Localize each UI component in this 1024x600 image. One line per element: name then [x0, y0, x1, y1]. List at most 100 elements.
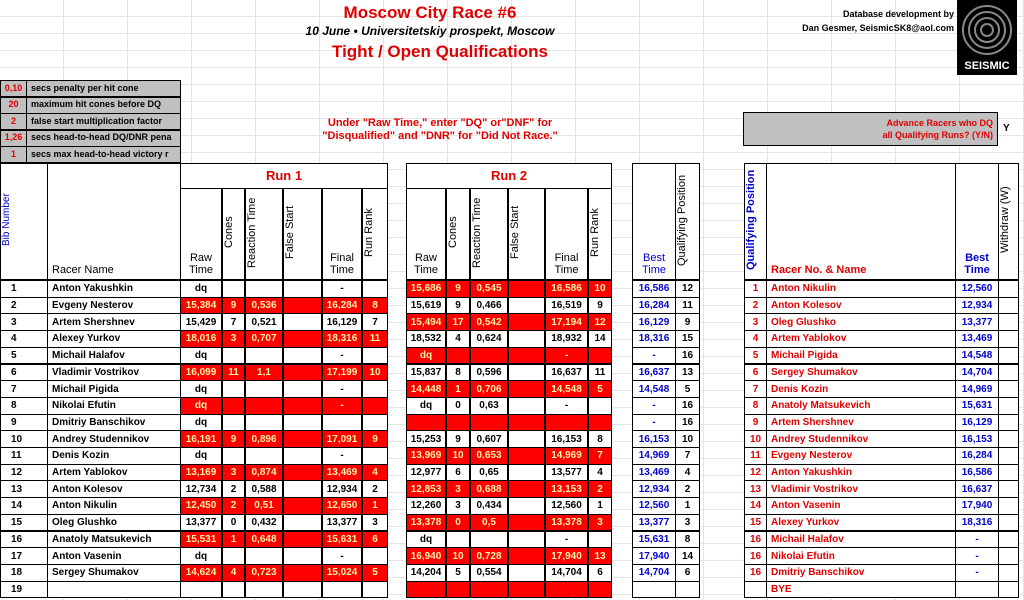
run-cell [470, 346, 508, 365]
run-cell: dq [180, 547, 222, 565]
run-cell: 0,706 [470, 380, 508, 398]
run-cell [588, 396, 612, 415]
run-cell: 6 [588, 563, 612, 582]
qualifying-position: 5 [744, 346, 767, 365]
qualified-racer: Artem Yablokov [766, 330, 956, 348]
run-cell [545, 413, 588, 432]
run-cell: 5 [588, 380, 612, 398]
run-cell [222, 447, 245, 465]
run-cell [222, 547, 245, 565]
run-cell [362, 447, 388, 465]
run-cell: 9 [446, 280, 470, 298]
run-cell [446, 413, 470, 432]
run-cell: 14,624 [180, 563, 222, 582]
run-cell [508, 497, 545, 515]
qualifying-position: 16 [675, 413, 700, 432]
qualifying-position: 16 [744, 547, 767, 565]
run-cell [508, 463, 545, 482]
run-cell: 0,648 [245, 530, 283, 549]
withdraw [998, 563, 1019, 582]
withdraw [998, 363, 1019, 382]
run-cell [508, 547, 545, 565]
best-time: - [632, 346, 676, 365]
run-cell: 12,977 [406, 463, 446, 482]
advance-value: Y [1003, 123, 1010, 134]
run-cell: 15,429 [180, 313, 222, 332]
run-cell: 14,704 [545, 563, 588, 582]
run-cell: 0,432 [245, 513, 283, 532]
qualifying-position: 15 [744, 513, 767, 532]
run-cell [508, 380, 545, 398]
withdraw [998, 280, 1019, 298]
run-cell: 8 [446, 363, 470, 382]
withdraw-header: Withdraw (W) [998, 163, 1019, 280]
qualifying-position: 2 [744, 296, 767, 315]
run-cell: 0,728 [470, 547, 508, 565]
qualified-racer: Michail Halafov [766, 530, 956, 549]
bib: 10 [0, 430, 48, 448]
run-cell: 17,199 [322, 363, 362, 382]
qualifying-position: 16 [744, 530, 767, 549]
racer-name: Sergey Shumakov [47, 563, 181, 582]
best-time: 14,704 [955, 363, 999, 382]
run-cell [283, 296, 322, 315]
best-time: 16,153 [955, 430, 999, 448]
qualified-racer: Denis Kozin [766, 380, 956, 398]
bib: 17 [0, 547, 48, 565]
run-cell: 13 [588, 547, 612, 565]
run-cell [508, 396, 545, 415]
qualifying-position: 3 [744, 313, 767, 332]
run-cell [508, 513, 545, 532]
run-cell [322, 413, 362, 432]
best-time: 17,940 [955, 497, 999, 515]
credit: Database development by [842, 9, 954, 19]
qualifying-position: 16 [675, 396, 700, 415]
run-cell: 0,588 [245, 480, 283, 499]
run-cell [222, 280, 245, 298]
bib: 13 [0, 480, 48, 499]
run-cell: 0,5 [470, 513, 508, 532]
run-cell [508, 447, 545, 465]
run-cell: 0 [446, 513, 470, 532]
qualifying-position: 8 [675, 530, 700, 549]
qualifying-position: 4 [675, 463, 700, 482]
run-cell: 9 [446, 296, 470, 315]
qualifying-position: 15 [675, 330, 700, 348]
run-cell: 8 [588, 430, 612, 448]
column-header: Final Time [322, 188, 362, 280]
run-cell: 13,377 [180, 513, 222, 532]
qualified-racer: Artem Shershnev [766, 413, 956, 432]
subtitle: Tight / Open Qualifications [332, 42, 548, 61]
run-cell: dq [180, 413, 222, 432]
best-time: 16,637 [632, 363, 676, 382]
run-cell: dq [180, 447, 222, 465]
setting-value: 20 [0, 96, 27, 114]
run-cell: 1 [588, 497, 612, 515]
run-cell [283, 547, 322, 565]
best-time: 18,316 [632, 330, 676, 348]
run-cell: 13,377 [322, 513, 362, 532]
run-cell: 18,932 [545, 330, 588, 348]
run-cell [446, 580, 470, 599]
run-cell: 7 [222, 313, 245, 332]
run-cell [283, 363, 322, 382]
run-cell [222, 346, 245, 365]
run-cell: 9 [446, 430, 470, 448]
qualifying-position [675, 580, 700, 599]
run-cell: 8 [362, 296, 388, 315]
qualifying-position: 3 [675, 513, 700, 532]
run-cell [245, 380, 283, 398]
qualifying-position: 8 [744, 396, 767, 415]
run-cell: 13,577 [545, 463, 588, 482]
run-cell: - [322, 346, 362, 365]
setting-label: maximum hit cones before DQ [26, 96, 181, 114]
run-cell: 17,940 [545, 547, 588, 565]
run-cell: 1 [446, 380, 470, 398]
best-time: 16,129 [632, 313, 676, 332]
best-time: - [632, 396, 676, 415]
qualified-racer: Anton Kolesov [766, 296, 956, 315]
run-cell: dq [180, 380, 222, 398]
qualified-racer: Anton Vasenin [766, 497, 956, 515]
qualifying-position: 10 [675, 430, 700, 448]
run-cell: 12 [588, 313, 612, 332]
